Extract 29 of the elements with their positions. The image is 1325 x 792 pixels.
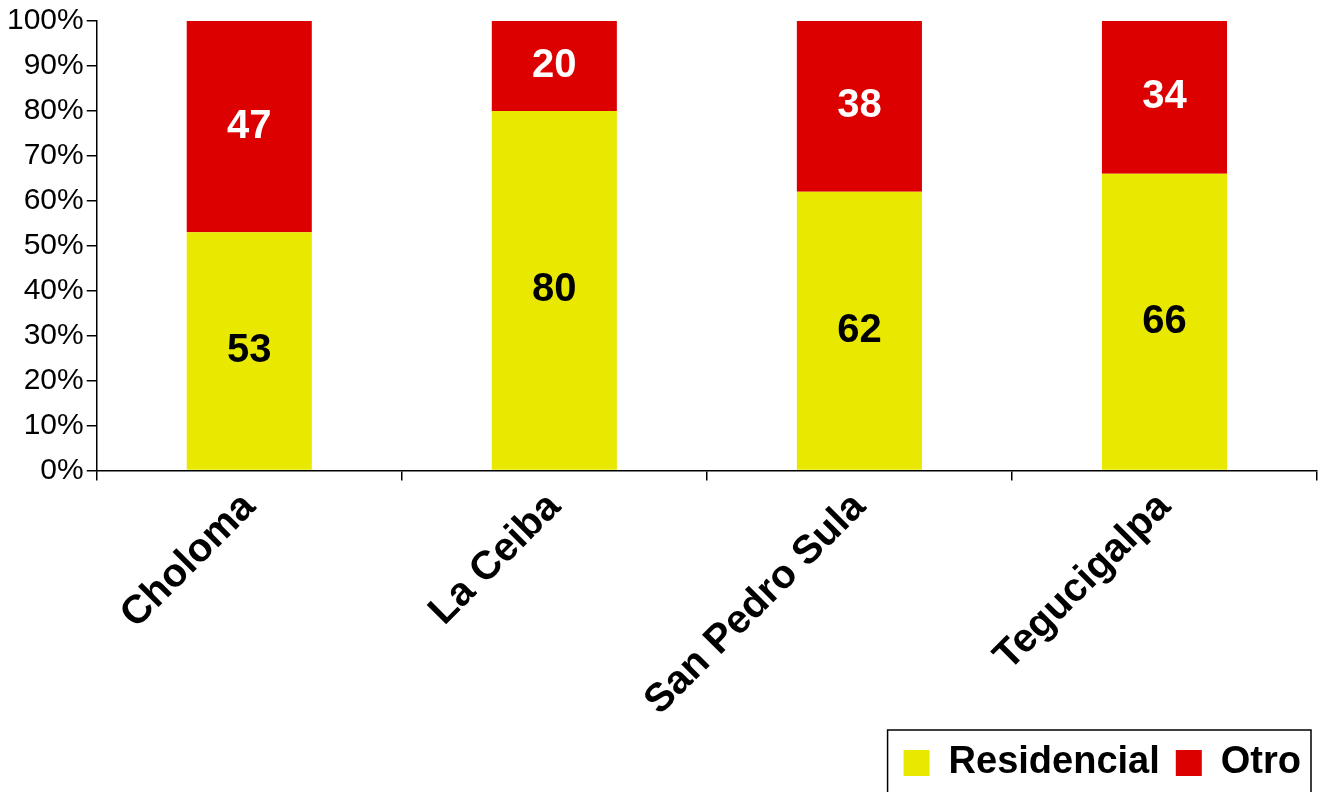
y-tick-label: 60% <box>23 182 84 216</box>
data-label: 62 <box>837 305 882 350</box>
data-label: 38 <box>837 81 882 126</box>
bar <box>186 232 312 470</box>
bar <box>796 21 922 192</box>
y-tick-label: 100% <box>6 2 84 36</box>
y-tick-label: 50% <box>23 227 84 261</box>
bar <box>796 191 922 470</box>
y-tick-label: 90% <box>23 47 84 81</box>
data-label: 80 <box>532 265 577 310</box>
bar <box>1101 173 1228 470</box>
bar <box>1101 21 1228 174</box>
y-tick-label: 40% <box>23 272 84 306</box>
y-tick-label: 30% <box>23 316 84 350</box>
data-label: 66 <box>1142 296 1187 341</box>
data-label: 53 <box>227 326 272 371</box>
bar <box>186 21 312 233</box>
data-label: 20 <box>532 40 577 85</box>
y-tick-label: 70% <box>23 137 84 171</box>
data-label: 47 <box>227 101 272 146</box>
legend-label: Residencial <box>948 739 1160 782</box>
bar <box>491 110 617 470</box>
y-tick-label: 20% <box>23 361 84 395</box>
legend-label: Otro <box>1220 739 1302 782</box>
y-tick-label: 80% <box>23 92 84 126</box>
bar <box>491 21 617 111</box>
y-tick-label: 10% <box>23 406 84 440</box>
data-label: 34 <box>1142 72 1188 117</box>
y-tick-label: 0% <box>40 451 84 485</box>
